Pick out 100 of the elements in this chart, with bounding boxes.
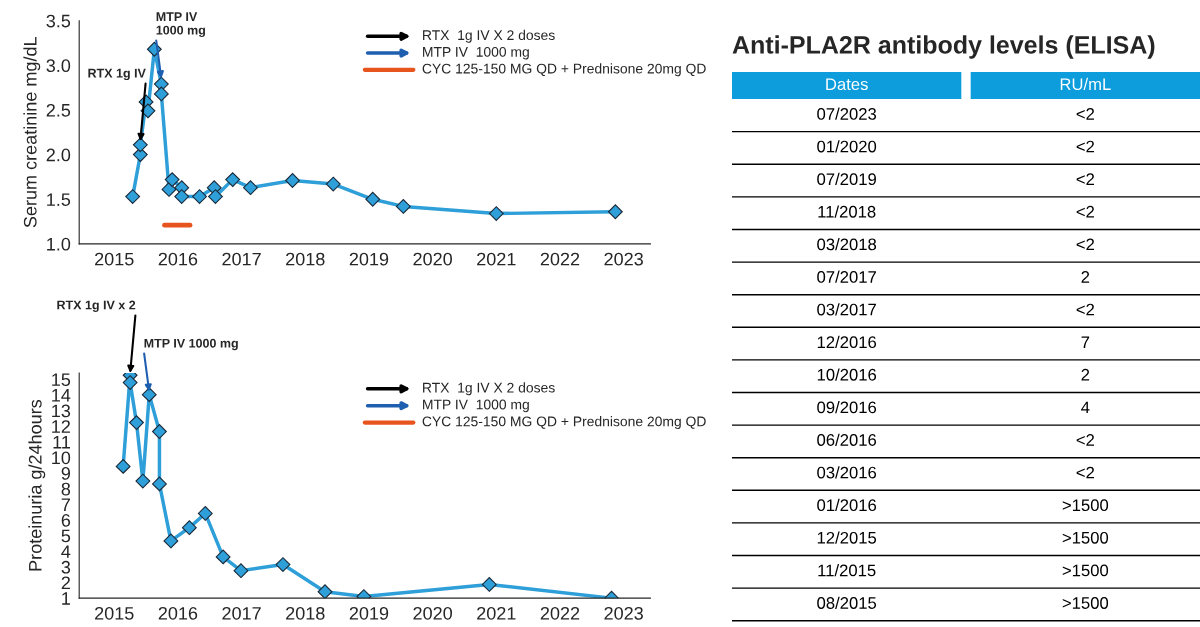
y-tick-label: 4 bbox=[61, 545, 71, 558]
text: 07/2023 bbox=[817, 107, 877, 120]
text: 03/2016 bbox=[817, 466, 877, 479]
x-tick-label: 2018 bbox=[286, 606, 325, 620]
x-tick-label: 2023 bbox=[604, 252, 643, 266]
text: <2 bbox=[1076, 205, 1094, 218]
y-tick-label: 7 bbox=[61, 498, 70, 511]
legend-label: MTP IV 1000 mg bbox=[423, 46, 529, 60]
text: 03/2017 bbox=[817, 303, 876, 316]
point bbox=[365, 191, 381, 207]
y-tick-label: 10 bbox=[52, 451, 71, 465]
point bbox=[115, 458, 131, 474]
x-tick-label: 2021 bbox=[477, 606, 516, 620]
point bbox=[181, 520, 197, 536]
x-tick-label: 2020 bbox=[413, 252, 452, 266]
text: <2 bbox=[1076, 303, 1094, 316]
point bbox=[163, 533, 179, 549]
text: 09/2016 bbox=[817, 401, 877, 414]
text: >1500 bbox=[1062, 564, 1109, 577]
x-tick-label: 2023 bbox=[604, 606, 643, 620]
legend-label: MTP IV 1000 mg bbox=[423, 399, 529, 413]
point bbox=[607, 204, 623, 220]
text: >1500 bbox=[1062, 499, 1109, 512]
text: 06/2016 bbox=[817, 433, 877, 446]
x-tick-label: 2017 bbox=[222, 606, 261, 620]
text: <2 bbox=[1076, 466, 1094, 479]
legend-label: RTX 1g IV X 2 doses bbox=[423, 29, 555, 43]
y-axis-title: Proteinuria g/24hours bbox=[28, 399, 46, 571]
text: >1500 bbox=[1062, 531, 1109, 544]
y-tick-label: 3.0 bbox=[46, 59, 71, 73]
x-tick-label: 2019 bbox=[349, 252, 389, 266]
legend-label: CYC 125-150 MG QD + Prednisone 20mg QD bbox=[422, 416, 706, 430]
text: 03/2018 bbox=[817, 238, 877, 251]
y-tick-label: 14 bbox=[52, 389, 71, 402]
y-tick-label: 11 bbox=[53, 435, 70, 449]
point bbox=[174, 189, 190, 205]
y-tick-label: 5 bbox=[61, 529, 71, 543]
y-tick-label: 1.0 bbox=[47, 237, 71, 251]
text: <2 bbox=[1076, 140, 1094, 153]
text: 12/2015 bbox=[817, 531, 877, 544]
text: Anti-PLA2R antibody levels (ELISA) bbox=[732, 35, 1155, 59]
x-tick-label: 2018 bbox=[286, 252, 325, 266]
x-tick-label: 2021 bbox=[477, 252, 516, 266]
text: <2 bbox=[1076, 238, 1094, 251]
point bbox=[129, 415, 144, 431]
point bbox=[488, 206, 504, 221]
x-tick-label: 2016 bbox=[158, 606, 198, 620]
point bbox=[233, 563, 249, 579]
point bbox=[197, 506, 213, 521]
x-tick-label: 2019 bbox=[349, 606, 389, 620]
y-tick-label: 8 bbox=[61, 482, 71, 496]
x-tick-label: 2017 bbox=[222, 252, 261, 266]
x-tick-label: 2022 bbox=[540, 252, 580, 266]
text: 10/2016 bbox=[817, 368, 877, 381]
text: 2 bbox=[1081, 368, 1090, 381]
point bbox=[208, 189, 223, 205]
point bbox=[285, 173, 300, 188]
category-label: Dates bbox=[826, 78, 868, 91]
point bbox=[275, 557, 291, 572]
point bbox=[164, 172, 180, 188]
text: <2 bbox=[1076, 434, 1094, 446]
text: 2 bbox=[1081, 271, 1090, 283]
x-tick-label: 2015 bbox=[95, 606, 134, 620]
text: <2 bbox=[1076, 173, 1094, 185]
point bbox=[152, 476, 167, 492]
text: 07/2019 bbox=[817, 172, 876, 186]
x-tick-label: 2022 bbox=[540, 606, 580, 620]
category-label: RU/mL bbox=[1060, 77, 1111, 91]
x-tick-label: 2015 bbox=[95, 252, 134, 266]
y-tick-label: 2.5 bbox=[46, 103, 71, 117]
point bbox=[125, 189, 141, 205]
text: 07/2017 bbox=[817, 270, 876, 283]
point bbox=[215, 549, 231, 565]
y-tick-label: 6 bbox=[61, 513, 71, 527]
text: 08/2015 bbox=[817, 596, 877, 609]
point bbox=[395, 198, 411, 214]
text: 11/2018 bbox=[818, 205, 876, 218]
annotation: MTP IV 1000 mg bbox=[144, 338, 238, 351]
annotation: RTX 1g IV x 2 bbox=[57, 300, 136, 312]
x-tick-label: 2016 bbox=[158, 252, 198, 266]
y-tick-label: 3.5 bbox=[46, 14, 71, 28]
text: 01/2016 bbox=[817, 498, 877, 512]
text: 7 bbox=[1081, 336, 1090, 348]
point bbox=[317, 584, 333, 599]
point bbox=[141, 387, 157, 403]
x-tick-label: 2020 bbox=[413, 606, 452, 620]
y-tick-label: 13 bbox=[52, 404, 71, 418]
y-tick-label: 1 bbox=[62, 592, 70, 605]
y-tick-label: 3 bbox=[61, 560, 71, 574]
legend-label: RTX 1g IV X 2 doses bbox=[423, 382, 555, 396]
text: <2 bbox=[1076, 108, 1094, 120]
y-tick-label: 9 bbox=[61, 467, 71, 480]
text: 4 bbox=[1081, 401, 1090, 414]
text: 12/2016 bbox=[817, 335, 877, 349]
point bbox=[132, 137, 148, 153]
text: >1500 bbox=[1062, 597, 1109, 609]
point bbox=[243, 180, 258, 196]
y-tick-label: 2 bbox=[61, 576, 70, 590]
text: 11/2015 bbox=[818, 564, 876, 577]
y-tick-label: 15 bbox=[52, 373, 71, 387]
